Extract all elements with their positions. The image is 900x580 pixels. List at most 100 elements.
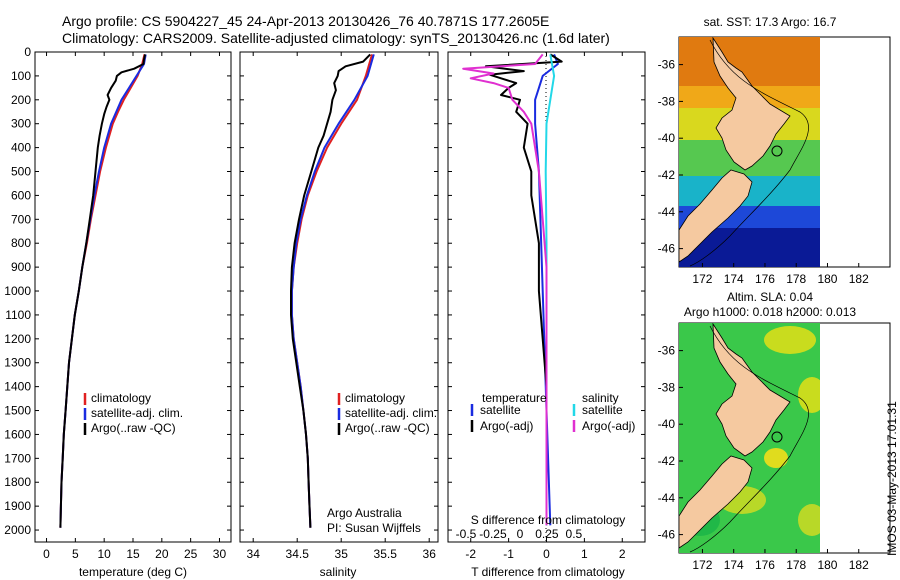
legend-s-argo-label: Argo(-adj) (582, 419, 635, 433)
x-tick-label: 0 (543, 547, 550, 561)
y-tick-label: 400 (11, 141, 31, 155)
map-x-tick-label: 176 (755, 272, 775, 286)
top-x-tick-label: -0.5 (456, 527, 477, 541)
argo-australia-annotation: Argo Australia (327, 506, 402, 520)
legend-satellite-label: satellite-adj. clim. (91, 406, 183, 420)
sst-land-mask-east (820, 38, 889, 266)
map-x-tick-label: 182 (849, 558, 869, 572)
sla-map-title-line2: Argo h1000: 0.018 h2000: 0.013 (684, 305, 856, 319)
top-x-tick-label: 0.25 (535, 527, 559, 541)
sst-map-title: sat. SST: 17.3 Argo: 16.7 (704, 15, 837, 29)
temperature-profile-panel: 0100200300400500600700800900100011001200… (4, 45, 232, 579)
sla-anomaly-high-3 (764, 448, 788, 468)
salinity-x-axis-label: salinity (320, 565, 357, 579)
x-tick-label: 35 (335, 547, 349, 561)
isobath-contour (689, 39, 809, 267)
map-y-tick-label: -36 (658, 58, 676, 72)
map-x-tick-label: 172 (692, 272, 712, 286)
x-tick-label: -1 (503, 547, 514, 561)
y-tick-label: 1600 (4, 427, 31, 441)
map-y-tick-label: -40 (658, 131, 676, 145)
series-argo-raw-qc (59, 54, 147, 528)
sla-anomaly-high-1 (764, 326, 816, 354)
argo-float-marker (771, 431, 783, 443)
map-y-tick-label: -42 (658, 454, 676, 468)
map-y-tick-label: -46 (658, 528, 676, 542)
salinity-legend: climatology satellite-adj. clim. Argo(..… (337, 391, 437, 435)
y-tick-label: 0 (24, 45, 31, 59)
map-x-tick-label: 180 (817, 272, 837, 286)
difference-profile-panel: -2 -1 0 1 2 temperature satellite Argo(-adj)… (447, 51, 646, 579)
legend-salinity-title: salinity (582, 391, 619, 405)
map-y-tick-label: -42 (658, 168, 676, 182)
legend-satellite-label: satellite-adj. clim. (345, 406, 437, 420)
south-island (679, 455, 753, 549)
legend-t-argo-label: Argo(-adj) (480, 419, 533, 433)
y-tick-label: 300 (11, 117, 31, 131)
legend-temperature-title: temperature (482, 391, 547, 405)
map-x-tick-label: 174 (724, 272, 744, 286)
x-tick-label: -2 (465, 547, 476, 561)
map-y-tick-label: -46 (658, 242, 676, 256)
y-tick-label: 1000 (4, 284, 31, 298)
map-x-tick-label: 174 (724, 558, 744, 572)
s-difference-axis-label: S difference from climatology (471, 513, 626, 527)
sst-map-panel: sat. SST: 17.3 Argo: 16.7 172 174 176 178 18… (658, 15, 891, 286)
legend-argo-label: Argo(..raw -QC) (91, 421, 176, 435)
sla-map-panel: Altim. SLA: 0.04 Argo h1000: 0.018 h2000… (658, 290, 891, 572)
y-tick-label: 1200 (4, 332, 31, 346)
top-x-tick-label: -0.25 (479, 527, 507, 541)
series-temperature-argo-adj (484, 53, 563, 526)
figure-title-line2: Climatology: CARS2009. Satellite-adjuste… (62, 30, 610, 46)
temperature-plot-frame (34, 51, 232, 543)
x-tick-label: 0 (43, 547, 50, 561)
legend-s-satellite-label: satellite (582, 403, 623, 417)
y-tick-label: 200 (11, 93, 31, 107)
map-x-tick-label: 176 (755, 558, 775, 572)
legend-t-satellite-label: satellite (480, 403, 521, 417)
legend-climatology-label: climatology (345, 391, 405, 405)
y-tick-label: 600 (11, 188, 31, 202)
map-x-tick-label: 182 (849, 272, 869, 286)
y-tick-label: 1800 (4, 475, 31, 489)
x-tick-label: 10 (97, 547, 111, 561)
x-tick-label: 34.5 (286, 547, 310, 561)
south-island (679, 169, 753, 263)
map-x-tick-label: 172 (692, 558, 712, 572)
x-tick-label: 20 (155, 547, 169, 561)
x-tick-label: 36 (423, 547, 437, 561)
y-tick-label: 1500 (4, 404, 31, 418)
map-y-tick-label: -36 (658, 344, 676, 358)
sla-map-title-line1: Altim. SLA: 0.04 (727, 290, 813, 304)
temperature-legend: climatology satellite-adj. clim. Argo(..… (83, 391, 183, 435)
x-tick-label: 1 (581, 547, 588, 561)
y-tick-label: 900 (11, 260, 31, 274)
legend-argo-label: Argo(..raw -QC) (345, 421, 430, 435)
map-y-tick-label: -44 (658, 205, 676, 219)
x-tick-label: 34 (247, 547, 261, 561)
imos-timestamp: IMOS 03-May-2013 17:01:31 (885, 401, 899, 556)
isobath-contour (689, 325, 809, 553)
t-difference-axis-label: T difference from climatology (471, 565, 625, 579)
y-tick-label: 1700 (4, 451, 31, 465)
map-x-tick-label: 180 (817, 558, 837, 572)
sla-anomaly-high-5 (798, 504, 820, 536)
temperature-x-axis-label: temperature (deg C) (79, 565, 187, 579)
sst-heatmap (679, 37, 820, 267)
y-tick-label: 1300 (4, 356, 31, 370)
salinity-profile-panel: 34 34.5 35 35.5 36 climatology satellite-adj… (239, 51, 439, 579)
map-y-tick-label: -38 (658, 380, 676, 394)
top-x-tick-label: 0.5 (566, 527, 583, 541)
legend-climatology-label: climatology (91, 391, 151, 405)
y-tick-label: 700 (11, 212, 31, 226)
y-tick-label: 500 (11, 165, 31, 179)
pi-annotation: PI: Susan Wijffels (327, 521, 421, 535)
x-tick-label: 5 (72, 547, 79, 561)
map-y-tick-label: -38 (658, 94, 676, 108)
sla-land-mask-east (820, 324, 889, 552)
y-tick-label: 800 (11, 236, 31, 250)
y-tick-label: 1400 (4, 380, 31, 394)
map-x-tick-label: 178 (786, 558, 806, 572)
y-tick-label: 100 (11, 69, 31, 83)
